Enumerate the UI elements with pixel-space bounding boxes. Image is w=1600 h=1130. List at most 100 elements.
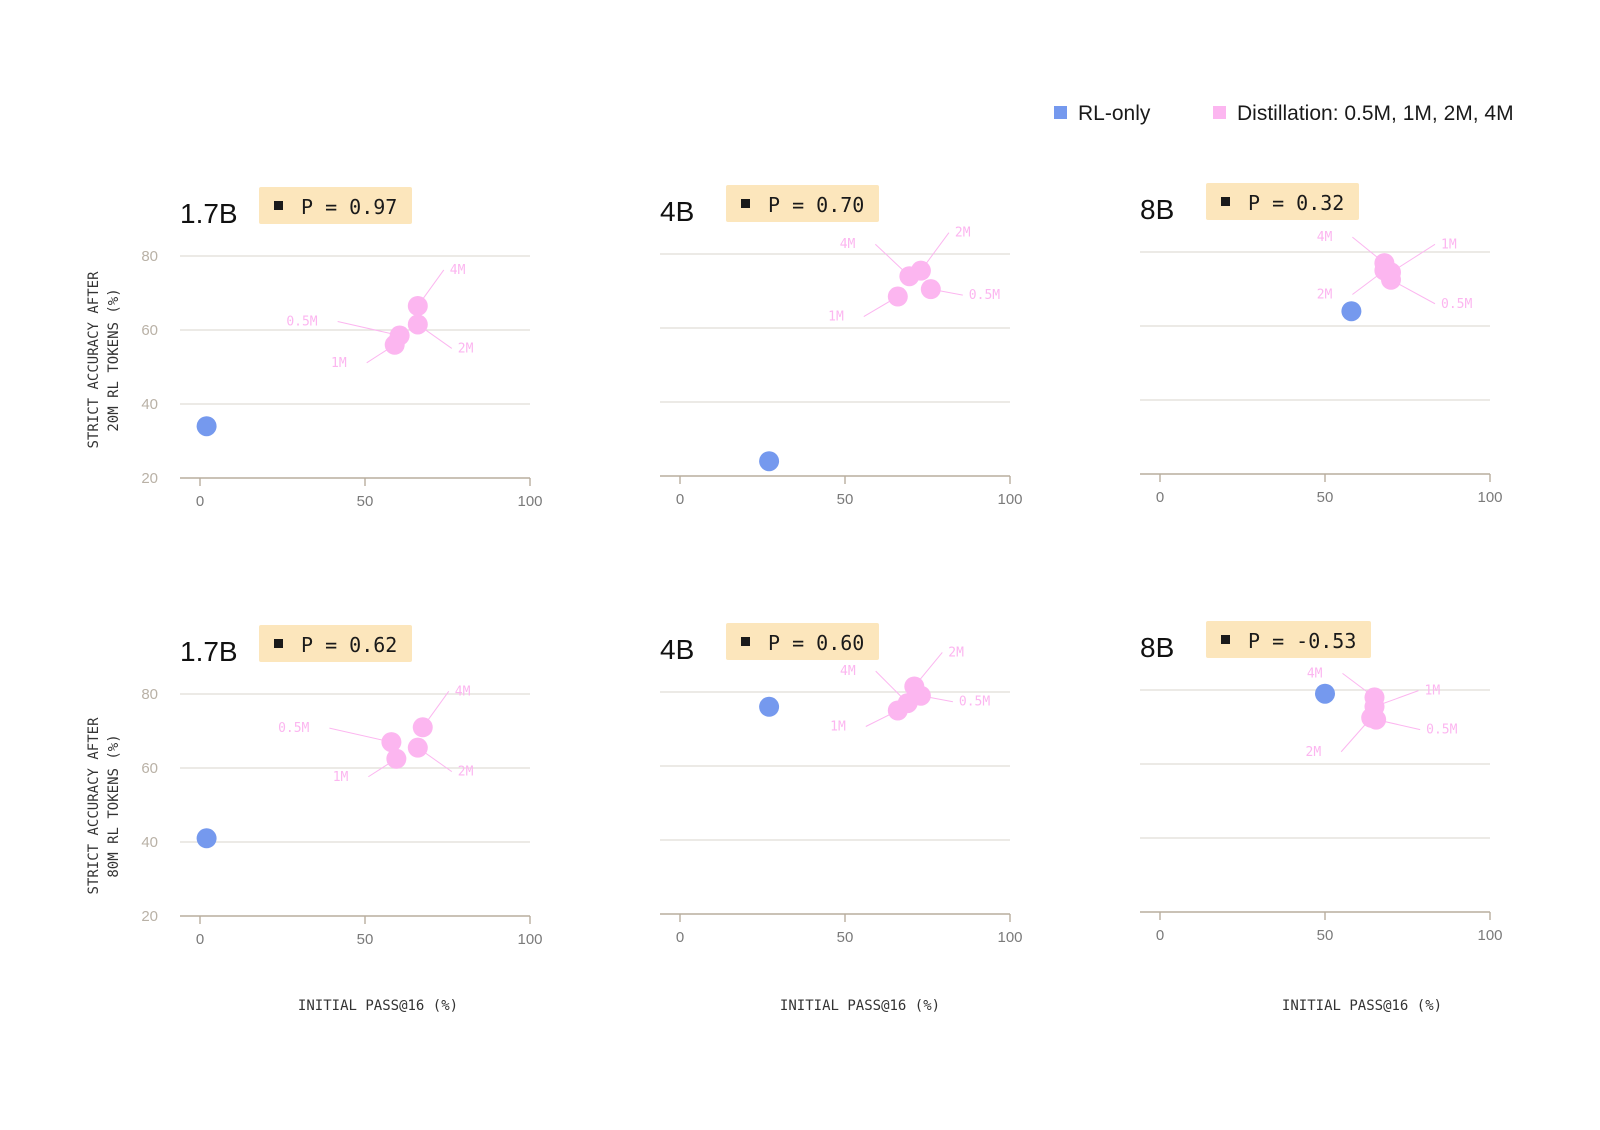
badge-square-icon <box>1221 635 1230 644</box>
y-tick-label: 40 <box>141 396 158 413</box>
rl-only-point <box>196 416 217 437</box>
panels: 1.7B P = 0.97 0 50 100 20 40 60 80 1M 0.5M 2M 4M 4B P … <box>141 183 1503 948</box>
correlation-badge <box>259 625 412 662</box>
correlation-badge <box>1206 621 1371 658</box>
distillation-point-label: 1M <box>331 356 347 371</box>
distillation-point <box>910 685 931 706</box>
y-axis-label-row-2: STRICT ACCURACY AFTER 80M RL TOKENS (%) <box>86 717 122 895</box>
distillation-point-label: 0.5M <box>969 288 1000 303</box>
distillation-point <box>412 717 433 738</box>
x-tick-label: 50 <box>837 491 854 508</box>
x-tick-label: 100 <box>517 931 542 948</box>
distillation-point <box>386 748 407 769</box>
distillation-point-label: 4M <box>450 263 466 278</box>
distillation-point-label: 2M <box>458 765 474 780</box>
distillation-point-label: 1M <box>333 770 349 785</box>
badge-square-icon <box>274 639 283 648</box>
correlation-badge-label: P = 0.62 <box>301 633 397 657</box>
y-tick-label: 80 <box>141 686 158 703</box>
distillation-point <box>887 286 908 307</box>
panel-5: 4B P = 0.60 0 50 100 1M 4M 2M 0.5M <box>660 623 1023 946</box>
y-tick-label: 20 <box>141 470 158 487</box>
rl-only-point <box>1315 683 1335 704</box>
distillation-point <box>1361 707 1382 728</box>
distillation-point <box>381 732 402 753</box>
correlation-badge <box>1206 183 1359 220</box>
x-tick-label: 0 <box>196 931 204 948</box>
distillation-point-label: 2M <box>1317 288 1333 303</box>
panel-title: 1.7B <box>180 198 238 229</box>
rl-only-point <box>1341 301 1362 322</box>
y-tick-label: 40 <box>141 834 158 851</box>
y-axis-label-row-2-line-2: 80M RL TOKENS (%) <box>106 734 122 877</box>
distillation-point-label: 1M <box>828 310 844 325</box>
correlation-badge-label: P = -0.53 <box>1248 629 1356 653</box>
distillation-point-label: 4M <box>455 684 471 699</box>
distillation-point-label: 0.5M <box>1426 723 1457 738</box>
y-tick-label: 60 <box>141 760 158 777</box>
correlation-badge-label: P = 0.70 <box>768 193 864 217</box>
panel-title: 8B <box>1140 194 1174 225</box>
x-tick-label: 50 <box>1317 927 1334 944</box>
panel-3: 8B P = 0.32 0 50 100 4M 2M 1M 0.5M <box>1140 183 1503 506</box>
y-axis-label-row-1: STRICT ACCURACY AFTER 20M RL TOKENS (%) <box>86 271 122 449</box>
x-tick-label: 100 <box>517 493 542 510</box>
legend-swatch-distillation <box>1213 106 1226 119</box>
distillation-point <box>389 325 410 346</box>
legend-label-distillation: Distillation: 0.5M, 1M, 2M, 4M <box>1237 102 1514 125</box>
y-tick-label: 60 <box>141 322 158 339</box>
y-tick-label: 80 <box>141 248 158 265</box>
x-tick-label: 50 <box>357 931 374 948</box>
rl-only-point <box>759 451 780 472</box>
correlation-badge <box>259 187 412 224</box>
x-tick-label: 0 <box>1156 489 1164 506</box>
legend-swatch-rl-only <box>1054 106 1067 119</box>
distillation-point <box>407 295 428 316</box>
panel-1: 1.7B P = 0.97 0 50 100 20 40 60 80 1M 0.5M 2M 4M <box>141 187 543 510</box>
distillation-point-label: 4M <box>840 664 856 679</box>
panel-title: 1.7B <box>180 636 238 667</box>
correlation-badge <box>726 623 879 660</box>
correlation-badge-label: P = 0.32 <box>1248 191 1344 215</box>
panel-6: 8B P = -0.53 0 50 100 4M 1M 0.5M 2M <box>1140 621 1503 944</box>
distillation-point-label: 2M <box>948 645 964 660</box>
legend: RL-only Distillation: 0.5M, 1M, 2M, 4M <box>1054 102 1514 125</box>
distillation-point-label: 2M <box>1306 745 1322 760</box>
distillation-point-label: 0.5M <box>959 695 990 710</box>
panel-title: 8B <box>1140 632 1174 663</box>
x-tick-label: 100 <box>997 929 1022 946</box>
correlation-badge-label: P = 0.60 <box>768 631 864 655</box>
x-axis-label-col-2: INITIAL PASS@16 (%) <box>780 998 940 1014</box>
distillation-point-label: 0.5M <box>286 315 317 330</box>
y-axis-label-row-1-line-1: STRICT ACCURACY AFTER <box>86 271 102 449</box>
distillation-point-label: 1M <box>830 720 846 735</box>
distillation-point-label: 4M <box>1317 230 1333 245</box>
y-axis-label-row-2-line-1: STRICT ACCURACY AFTER <box>86 717 102 895</box>
panel-title: 4B <box>660 634 694 665</box>
distillation-point <box>407 737 428 758</box>
distillation-point-label: 2M <box>458 341 474 356</box>
badge-square-icon <box>274 201 283 210</box>
annotation-leader-line <box>329 727 392 743</box>
panel-title: 4B <box>660 196 694 227</box>
y-tick-label: 20 <box>141 908 158 925</box>
distillation-point-label: 0.5M <box>1441 297 1472 312</box>
correlation-badge <box>726 185 879 222</box>
x-axis-label-col-1: INITIAL PASS@16 (%) <box>298 998 458 1014</box>
badge-square-icon <box>741 199 750 208</box>
rl-only-point <box>759 696 780 717</box>
x-tick-label: 0 <box>676 491 684 508</box>
distillation-point-label: 4M <box>840 237 856 252</box>
x-tick-label: 0 <box>196 493 204 510</box>
x-tick-label: 100 <box>997 491 1022 508</box>
distillation-point-label: 4M <box>1307 666 1323 681</box>
distillation-point-label: 1M <box>1441 237 1457 252</box>
legend-label-rl-only: RL-only <box>1078 102 1151 125</box>
badge-square-icon <box>741 637 750 646</box>
rl-only-point <box>196 828 217 849</box>
distillation-point <box>407 314 428 335</box>
annotation-leader-line <box>337 321 400 337</box>
distillation-point <box>910 260 931 281</box>
distillation-point-label: 0.5M <box>278 721 309 736</box>
